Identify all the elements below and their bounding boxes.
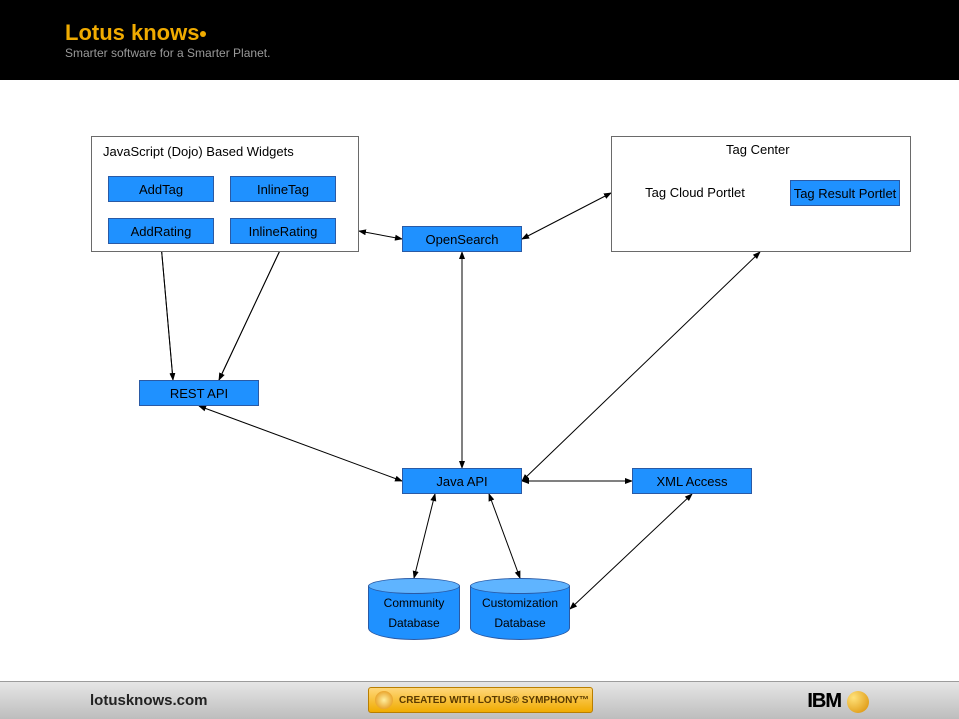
header: Lotus knows Smarter software for a Smart…: [0, 0, 959, 80]
community-db-line1: Community: [368, 596, 460, 610]
inlinerating-node: InlineRating: [230, 218, 336, 244]
xmlaccess-label: XML Access: [656, 474, 727, 489]
widgets-panel-title: JavaScript (Dojo) Based Widgets: [103, 144, 294, 159]
javaapi-label: Java API: [436, 474, 487, 489]
opensearch-node: OpenSearch: [402, 226, 522, 252]
tagcenter-panel-title: Tag Center: [726, 142, 790, 157]
cylinder-body: [470, 586, 570, 640]
restapi-label: REST API: [170, 386, 228, 401]
brand-text: Lotus knows: [65, 20, 199, 45]
brand-dot-icon: [200, 31, 206, 37]
cylinder-top: [368, 578, 460, 594]
cylinder-top: [470, 578, 570, 594]
inlinetag-label: InlineTag: [257, 182, 309, 197]
tagresult-node: Tag Result Portlet: [790, 180, 900, 206]
cylinder-body: [368, 586, 460, 640]
inlinerating-label: InlineRating: [249, 224, 318, 239]
customization-db-cylinder: Customization Database: [470, 578, 570, 640]
javaapi-node: Java API: [402, 468, 522, 494]
brand-tagline: Smarter software for a Smarter Planet.: [65, 46, 270, 60]
ibm-logo-block: IBM: [807, 690, 869, 713]
symphony-icon: [375, 691, 393, 709]
brand-title: Lotus knows: [65, 20, 206, 46]
community-db-cylinder: Community Database: [368, 578, 460, 640]
addtag-node: AddTag: [108, 176, 214, 202]
symphony-badge: CREATED WITH LOTUS® SYMPHONY™: [368, 687, 593, 713]
addtag-label: AddTag: [139, 182, 183, 197]
ibm-logo: IBM: [807, 690, 841, 713]
diagram-canvas: JavaScript (Dojo) Based Widgets Tag Cent…: [0, 80, 959, 655]
customization-db-line1: Customization: [470, 596, 570, 610]
community-db-line2: Database: [368, 616, 460, 630]
xmlaccess-node: XML Access: [632, 468, 752, 494]
opensearch-label: OpenSearch: [426, 232, 499, 247]
footer-site: lotusknows.com: [90, 692, 208, 709]
customization-db-line2: Database: [470, 616, 570, 630]
addrating-node: AddRating: [108, 218, 214, 244]
restapi-node: REST API: [139, 380, 259, 406]
addrating-label: AddRating: [131, 224, 192, 239]
symphony-text: CREATED WITH LOTUS® SYMPHONY™: [399, 695, 589, 706]
globe-icon: [847, 691, 869, 713]
footer: lotusknows.com CREATED WITH LOTUS® SYMPH…: [0, 655, 959, 719]
inlinetag-node: InlineTag: [230, 176, 336, 202]
tagcloud-label: Tag Cloud Portlet: [638, 185, 752, 200]
tagresult-label: Tag Result Portlet: [794, 186, 897, 201]
